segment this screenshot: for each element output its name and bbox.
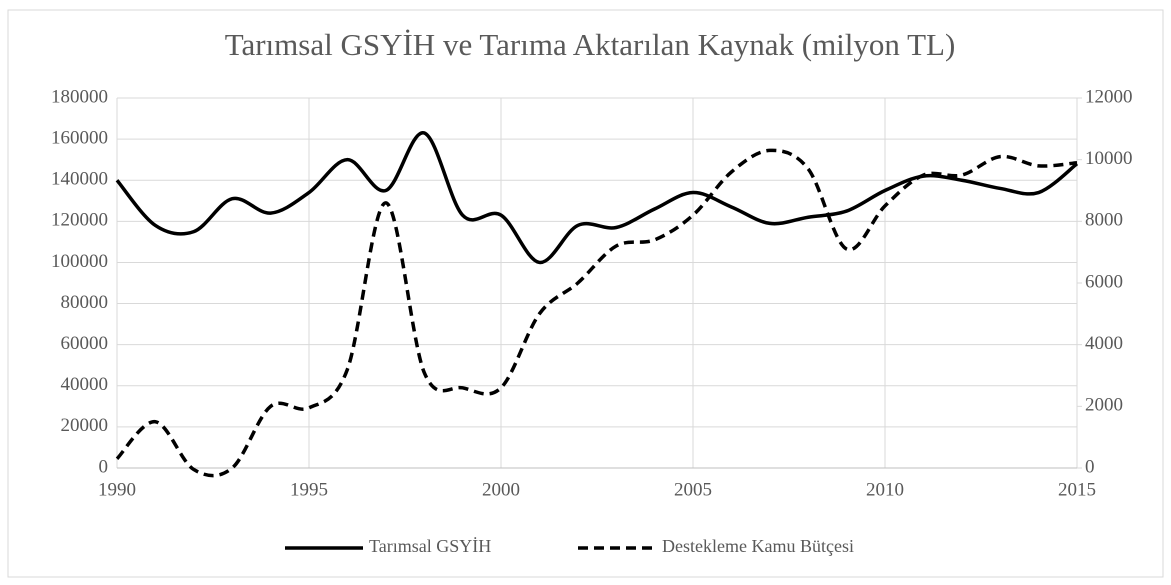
y2-tick-label: 8000 (1085, 210, 1123, 231)
chart-title: Tarımsal GSYİH ve Tarıma Aktarılan Kayna… (225, 27, 956, 62)
y-tick-label: 20000 (61, 415, 109, 436)
y-tick-label: 40000 (61, 374, 109, 395)
x-tick-label: 1990 (98, 479, 136, 500)
x-tick-label: 2000 (482, 479, 520, 500)
y2-tick-label: 6000 (1085, 271, 1123, 292)
y2-tick-label: 12000 (1085, 86, 1133, 107)
y-tick-label: 180000 (51, 86, 108, 107)
x-tick-label: 2010 (866, 479, 904, 500)
y-tick-label: 120000 (51, 210, 108, 231)
chart-frame (7, 9, 1164, 578)
y-tick-label: 100000 (51, 251, 108, 272)
y-tick-label: 60000 (61, 333, 109, 354)
y-tick-label: 160000 (51, 127, 108, 148)
series-line (115, 131, 1079, 265)
x-tick-label: 2005 (674, 479, 712, 500)
y-tick-label: 0 (99, 456, 109, 477)
y2-tick-label: 4000 (1085, 333, 1123, 354)
legend-label: Destekleme Kamu Bütçesi (662, 536, 854, 556)
y-tick-label: 140000 (51, 169, 108, 190)
x-tick-label: 2015 (1058, 479, 1096, 500)
y2-tick-label: 2000 (1085, 395, 1123, 416)
y2-tick-label: 0 (1085, 456, 1095, 477)
legend-label: Tarımsal GSYİH (369, 536, 491, 556)
y2-tick-label: 10000 (1085, 148, 1133, 169)
x-tick-label: 1995 (290, 479, 328, 500)
series-line (115, 148, 1078, 478)
y-tick-label: 80000 (61, 292, 109, 313)
